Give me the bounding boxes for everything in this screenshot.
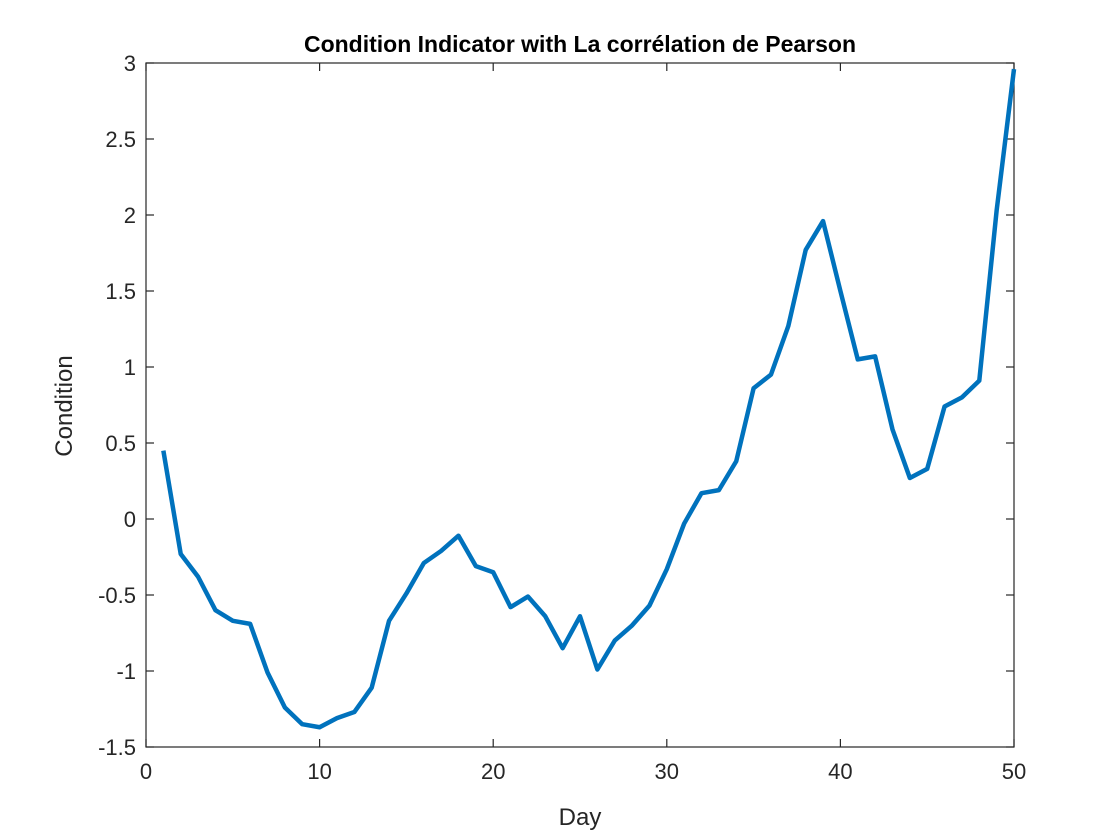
y-tick-label: 1 bbox=[124, 355, 136, 380]
y-tick-label: 1.5 bbox=[105, 279, 136, 304]
x-axis-label: Day bbox=[559, 804, 602, 831]
chart-title: Condition Indicator with La corrélation … bbox=[304, 31, 856, 57]
y-tick-label: 2 bbox=[124, 203, 136, 228]
plot-box bbox=[145, 62, 1015, 748]
series-layer bbox=[161, 68, 1017, 730]
x-tick-label: 10 bbox=[307, 759, 331, 784]
y-tick-label: -0.5 bbox=[98, 583, 136, 608]
x-tick-label: 40 bbox=[828, 759, 852, 784]
plot-area bbox=[145, 62, 1015, 748]
x-tick-label: 30 bbox=[655, 759, 679, 784]
y-tick-label: 2.5 bbox=[105, 127, 136, 152]
x-tick-label: 0 bbox=[140, 759, 152, 784]
x-tick-label: 20 bbox=[481, 759, 505, 784]
series-line bbox=[161, 68, 1017, 730]
y-axis-label: Condition bbox=[51, 355, 78, 456]
y-tick-label: 0 bbox=[124, 507, 136, 532]
x-tick-label: 50 bbox=[1002, 759, 1026, 784]
axis-ticks: 0 10 20 30 40 50 -1.5 -1 -0.5 0 0.5 1 1.5 2 2.5 3 bbox=[98, 51, 1026, 784]
y-tick-label: -1 bbox=[116, 659, 136, 684]
y-tick-label: -1.5 bbox=[98, 735, 136, 760]
y-tick-label: 3 bbox=[124, 51, 136, 76]
y-tick-label: 0.5 bbox=[105, 431, 136, 456]
